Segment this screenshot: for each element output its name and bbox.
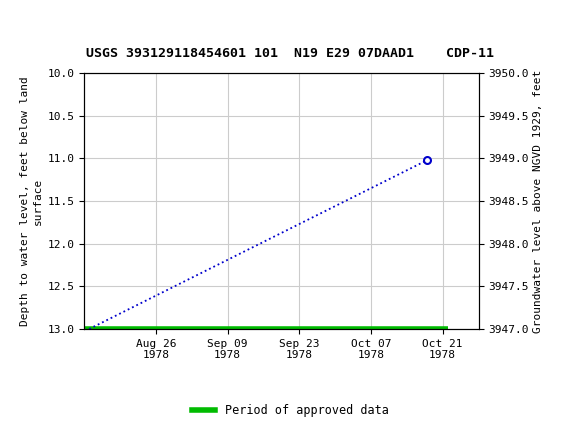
Text: USGS 393129118454601 101  N19 E29 07DAAD1    CDP-11: USGS 393129118454601 101 N19 E29 07DAAD1…: [86, 47, 494, 60]
Text: ≡USGS: ≡USGS: [9, 12, 79, 29]
Legend: Period of approved data: Period of approved data: [187, 399, 393, 422]
Y-axis label: Groundwater level above NGVD 1929, feet: Groundwater level above NGVD 1929, feet: [533, 69, 543, 333]
Y-axis label: Depth to water level, feet below land
surface: Depth to water level, feet below land su…: [20, 76, 44, 326]
